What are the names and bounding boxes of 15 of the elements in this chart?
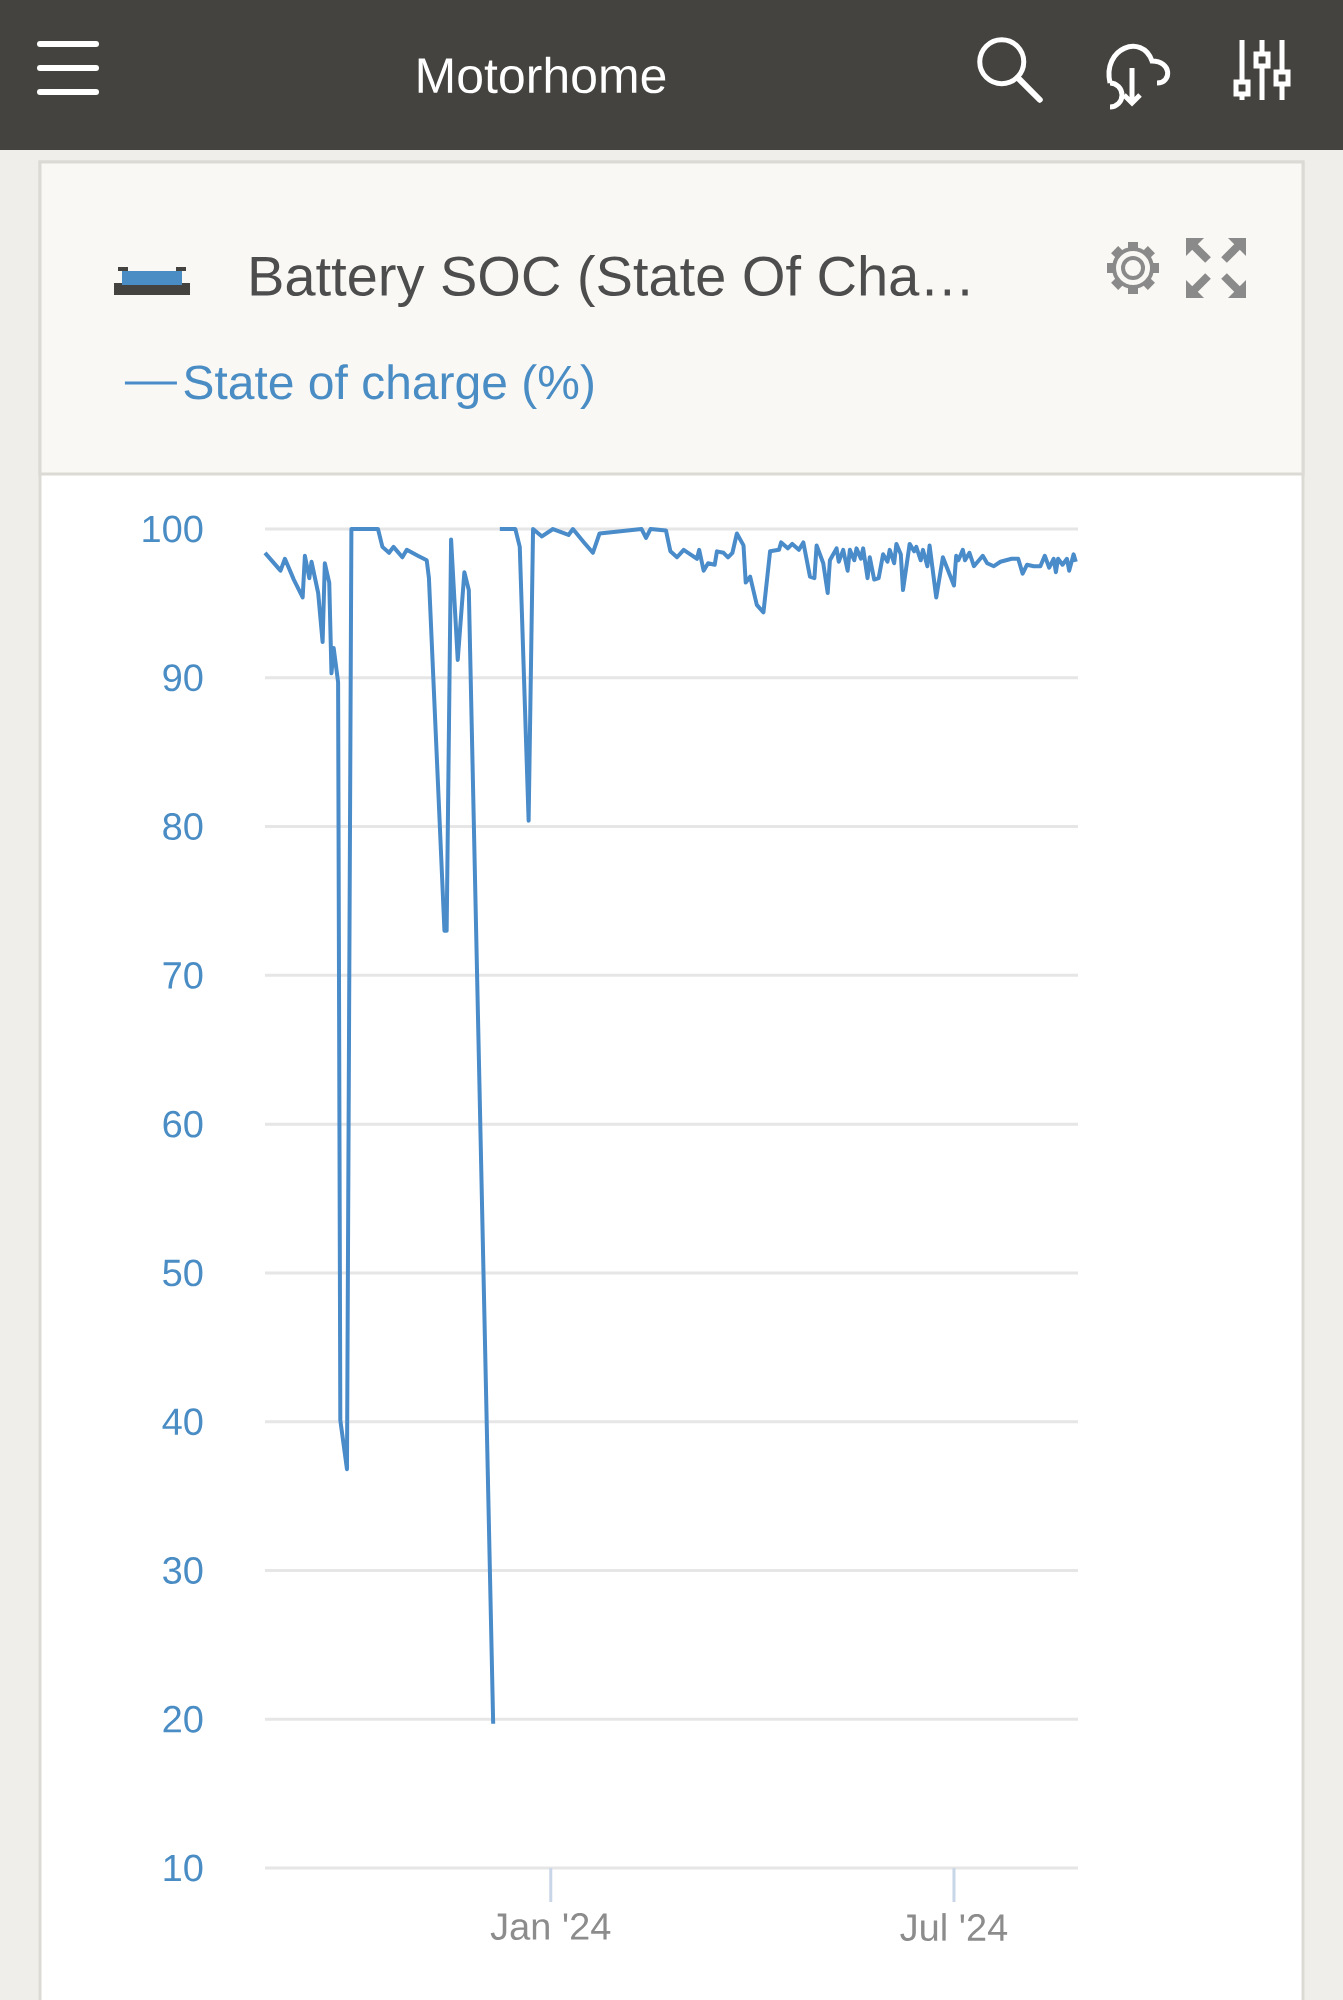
- y-tick-label: 90: [163, 664, 203, 692]
- y-tick-label: 50: [163, 1259, 203, 1287]
- legend-label: State of charge (%): [184, 364, 593, 409]
- y-tick-label: 30: [163, 1557, 203, 1584]
- x-tick-label: Jan '24: [490, 1913, 611, 1940]
- y-tick-label: 20: [163, 1705, 203, 1733]
- y-tick-label: 80: [163, 813, 203, 841]
- y-tick-label: 40: [162, 1408, 203, 1436]
- text: Motorhome: [418, 56, 666, 94]
- y-tick-label: 100: [143, 515, 203, 543]
- y-tick-label: 60: [163, 1110, 203, 1138]
- y-tick-label: 70: [163, 961, 203, 989]
- chart-title: Battery SOC (State Of Cha…: [251, 254, 968, 308]
- x-tick-label: Jul '24: [900, 1913, 1008, 1941]
- y-tick-label: 10: [164, 1854, 203, 1882]
